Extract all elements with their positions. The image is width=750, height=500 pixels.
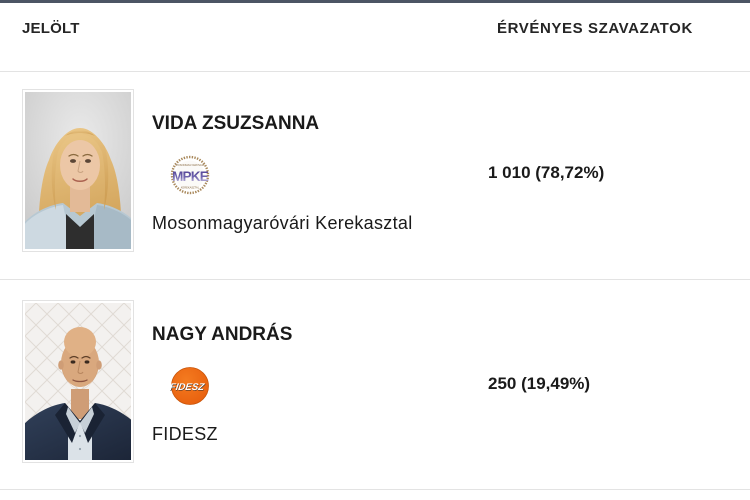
svg-text:FIDESZ: FIDESZ (170, 382, 206, 393)
svg-text:MOSONMAGYAROVARI: MOSONMAGYAROVARI (176, 163, 205, 167)
svg-text:MPKE: MPKE (172, 169, 209, 184)
svg-text:KEREKASZTAL: KEREKASZTAL (181, 186, 200, 190)
